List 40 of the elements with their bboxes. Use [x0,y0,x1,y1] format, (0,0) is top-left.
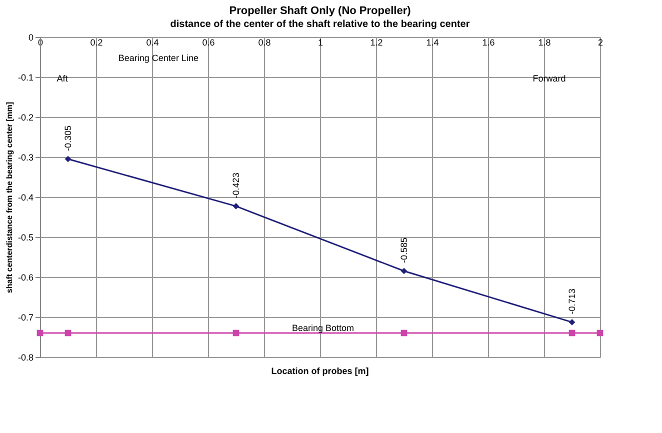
annotation: Bearing Bottom [292,323,354,334]
data-label: -0.585 [399,237,409,263]
point [36,330,44,336]
point [568,319,576,326]
y-tick-label: -0.3 [18,152,34,162]
x-tick-label: 1.6 [482,38,495,48]
chart-title: Propeller Shaft Only (No Propeller) [229,5,412,17]
y-tick-label: -0.4 [18,192,34,202]
y-tick-label: -0.5 [18,232,34,242]
annotation: Forward [532,74,566,84]
y-tick-label: -0.6 [18,272,34,282]
data-label: -0.305 [63,125,73,151]
x-tick-label: 0.8 [258,38,271,48]
annotation: Bearing Center Line [118,52,198,63]
x-tick-label: 1.8 [538,38,551,48]
data-label: -0.423 [231,172,241,198]
point [64,330,72,336]
point [568,330,576,336]
y-tick-label: -0.8 [18,352,34,362]
x-tick-label: 0.6 [202,38,215,48]
x-tick-label: 1 [318,38,324,48]
x-tick-label: 1.4 [426,38,439,48]
y-tick-label: -0.7 [18,312,34,322]
point [596,330,604,336]
x-axis-title: Location of probes [m] [271,366,369,376]
x-tick-label: 0.2 [90,38,103,48]
point [64,156,72,162]
data-label: -0.713 [567,288,577,314]
point [232,330,240,336]
point [400,330,408,336]
x-tick-label: 1.2 [370,38,383,48]
y-tick-label: -0.2 [18,112,34,122]
chart-subtitle: distance of the center of the shaft relative to the bearing center [170,19,470,30]
y-axis-title: shaft centerdistance from the bearing center [mm] [4,102,14,294]
y-tick-label: -0.1 [18,72,34,82]
x-tick-label: 0.4 [146,38,159,48]
point [232,203,240,210]
point [400,268,408,274]
x-tick-label: 2 [598,38,604,48]
annotation: Aft [56,74,68,84]
